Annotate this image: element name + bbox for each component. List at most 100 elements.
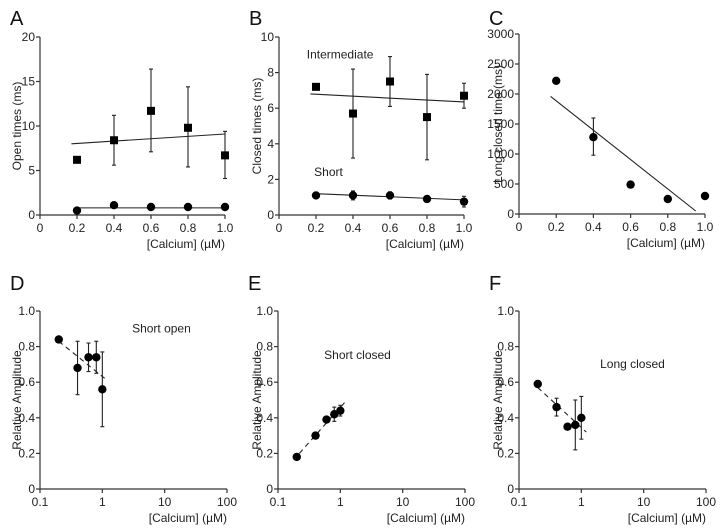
- y-tick-label: 0.6: [256, 375, 273, 389]
- y-tick-label: 0.8: [18, 340, 35, 354]
- y-axis-title: Open times (ms): [10, 82, 24, 171]
- x-tick-label: 10: [158, 495, 172, 509]
- data-point-circle-long-closed: [577, 413, 586, 422]
- data-point-circle-short-closed: [322, 415, 331, 424]
- data-point-circle-long-closed: [626, 180, 635, 189]
- panel-letter-f: F: [489, 273, 501, 295]
- data-point-circle-short-closed: [292, 452, 301, 462]
- y-tick-label: 0.6: [18, 375, 35, 389]
- y-tick-label: 1.0: [18, 304, 35, 318]
- data-point-circle-long-closed: [563, 422, 572, 431]
- y-tick-label: 0.8: [497, 340, 514, 354]
- y-tick-label: 8: [267, 66, 274, 80]
- data-point-circle-short: [311, 191, 321, 200]
- y-tick-label: 0.4: [256, 411, 273, 425]
- x-tick-label: 1: [337, 495, 344, 509]
- data-point-square-long-open: [184, 123, 192, 132]
- fit-line-long-open: [71, 133, 226, 145]
- y-tick-label: 2000: [487, 87, 514, 101]
- annotation-label: Intermediate: [307, 47, 374, 61]
- annotation-label: Long closed: [600, 357, 665, 371]
- x-tick-label: 1: [99, 495, 106, 509]
- y-tick-label: 0: [28, 208, 35, 222]
- y-tick-label: 0: [28, 482, 35, 496]
- y-tick-label: 0.4: [497, 411, 514, 425]
- annotation-label: Short: [314, 165, 343, 179]
- x-tick-label: 0.4: [345, 221, 362, 235]
- x-tick-label: 100: [455, 495, 475, 509]
- y-axis-title: Relative Amplitude: [10, 350, 24, 450]
- x-axis-title: [Calcium] (µM): [147, 237, 225, 251]
- x-tick-label: 0.2: [69, 221, 86, 235]
- x-tick-label: 0: [276, 221, 283, 235]
- y-tick-label: 0: [507, 207, 514, 221]
- x-tick-label: 0: [516, 220, 523, 234]
- panel-letter-d: D: [10, 273, 24, 295]
- y-tick-label: 2: [267, 172, 274, 186]
- y-axis-title: Relative Amplitude: [250, 350, 264, 450]
- data-point-circle-short-open: [54, 335, 63, 344]
- y-tick-label: 10: [22, 119, 36, 133]
- data-point-square-long-open: [73, 155, 81, 164]
- annotation-label: Short open: [132, 321, 191, 335]
- data-point-circle-short-open: [183, 202, 193, 212]
- y-tick-label: 0.2: [18, 446, 35, 460]
- fit-line-intermediate: [310, 93, 465, 103]
- fit-line-short-open: [58, 340, 108, 381]
- x-tick-label: 0.4: [585, 220, 602, 234]
- data-point-circle-short-open: [73, 363, 82, 373]
- data-point-circle-short-open: [98, 385, 107, 394]
- x-tick-label: 10: [396, 495, 410, 509]
- data-point-square-intermediate: [423, 113, 431, 122]
- x-tick-label: 0.2: [308, 221, 325, 235]
- y-tick-label: 0.2: [256, 446, 273, 460]
- fit-line-long-closed: [550, 95, 697, 212]
- data-point-circle-long-closed: [552, 76, 561, 86]
- x-tick-label: 0: [37, 221, 44, 235]
- y-axis-title: Closed times (ms): [250, 78, 264, 175]
- x-tick-label: 0.4: [106, 221, 123, 235]
- data-point-square-long-open: [221, 151, 229, 160]
- y-tick-label: 0: [267, 208, 274, 222]
- x-tick-label: 0.8: [180, 221, 197, 235]
- panel-letter-b: B: [249, 8, 262, 30]
- panel-letter-e: E: [248, 273, 261, 295]
- x-axis-title: [Calcium] (µM): [627, 236, 705, 250]
- data-point-circle-short-open: [84, 353, 93, 362]
- x-tick-label: 0.1: [511, 495, 528, 509]
- data-point-circle-short-open: [72, 206, 82, 215]
- x-axis-title: [Calcium] (µM): [386, 237, 464, 251]
- y-axis-title: Long closed time (ms): [491, 65, 505, 183]
- x-tick-label: 100: [696, 495, 716, 509]
- panel-letter-a: A: [10, 8, 24, 30]
- y-tick-label: 4: [267, 137, 274, 151]
- data-point-circle-long-closed: [552, 402, 561, 412]
- x-tick-label: 1.0: [456, 221, 473, 235]
- y-tick-label: 0: [507, 482, 514, 496]
- x-tick-label: 100: [217, 495, 237, 509]
- y-tick-label: 0.8: [256, 340, 273, 354]
- data-point-square-intermediate: [312, 82, 320, 91]
- data-point-circle-long-closed: [533, 379, 542, 389]
- data-point-circle-short-open: [109, 201, 119, 210]
- x-axis-title: [Calcium] (µM): [387, 511, 465, 525]
- data-point-circle-long-closed: [700, 191, 710, 201]
- y-tick-label: 500: [494, 177, 514, 191]
- data-point-circle-short-closed: [336, 406, 345, 415]
- data-point-circle-short: [385, 191, 395, 200]
- x-tick-label: 0.2: [548, 220, 565, 234]
- y-tick-label: 1500: [487, 117, 514, 131]
- y-tick-label: 1.0: [497, 304, 514, 318]
- data-point-circle-short-closed: [330, 410, 339, 419]
- x-tick-label: 0.1: [32, 495, 49, 509]
- x-axis-title: [Calcium] (µM): [628, 511, 706, 525]
- y-tick-label: 0.6: [497, 375, 514, 389]
- data-point-square-intermediate: [460, 91, 468, 100]
- x-tick-label: 0.8: [659, 220, 676, 234]
- y-tick-label: 1000: [487, 147, 514, 161]
- y-axis-title: Relative Amplitude: [491, 350, 505, 450]
- y-tick-label: 1.0: [256, 304, 273, 318]
- data-point-circle-long-closed: [571, 420, 580, 430]
- data-point-square-intermediate: [386, 77, 394, 86]
